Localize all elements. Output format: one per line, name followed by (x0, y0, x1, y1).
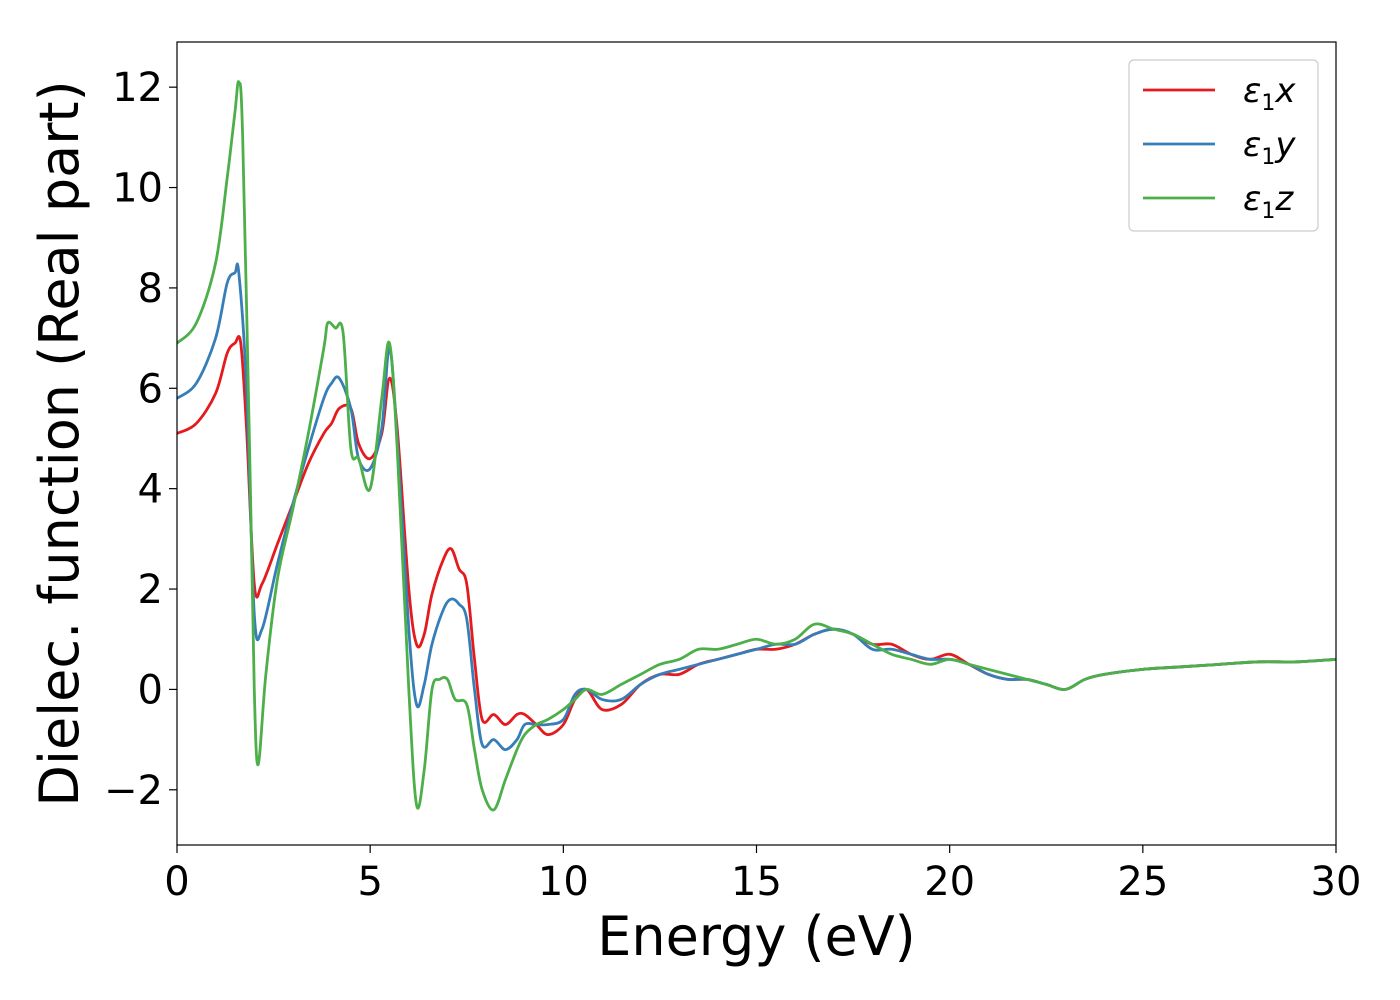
legend-subscript: 1 (1261, 145, 1275, 170)
x-tick-label: 25 (1117, 859, 1168, 905)
x-axis: 0 5 10 15 20 25 30 (164, 845, 1361, 905)
legend-series-name: x (1274, 71, 1296, 111)
legend-symbol: ε (1243, 179, 1261, 219)
x-tick-label: 30 (1311, 859, 1362, 905)
series-line-y (177, 262, 1336, 752)
y-tick-label: −2 (104, 768, 163, 814)
legend-symbol: ε (1243, 71, 1261, 111)
legend-entry-z: ε1z (1243, 179, 1294, 224)
x-tick-label: 15 (731, 859, 782, 905)
x-tick-label: 20 (924, 859, 975, 905)
legend-entry-y: ε1y (1243, 125, 1296, 170)
y-axis: −2 0 2 4 6 8 10 12 (104, 65, 177, 814)
x-tick-label: 5 (357, 859, 382, 905)
y-tick-label: 2 (138, 567, 163, 613)
y-tick-label: 8 (138, 266, 163, 312)
x-axis-label: Energy (eV) (597, 905, 916, 968)
x-tick-label: 0 (164, 859, 189, 905)
legend-subscript: 1 (1261, 199, 1275, 224)
y-tick-label: 6 (138, 366, 163, 412)
y-axis-label: Dielec. function (Real part) (28, 80, 91, 806)
y-tick-label: 10 (112, 166, 163, 212)
legend-symbol: ε (1243, 125, 1261, 165)
legend-subscript: 1 (1261, 91, 1275, 116)
legend-box (1128, 59, 1319, 232)
series-line-z (177, 80, 1336, 812)
series-layer (177, 80, 1336, 812)
y-tick-label: 4 (138, 467, 163, 513)
x-tick-label: 10 (538, 859, 589, 905)
y-tick-label: 12 (112, 65, 163, 111)
y-tick-label: 0 (138, 667, 163, 713)
legend-series-name: z (1274, 179, 1294, 219)
legend-series-name: y (1274, 125, 1296, 165)
legend-entry-x: ε1x (1243, 71, 1296, 116)
